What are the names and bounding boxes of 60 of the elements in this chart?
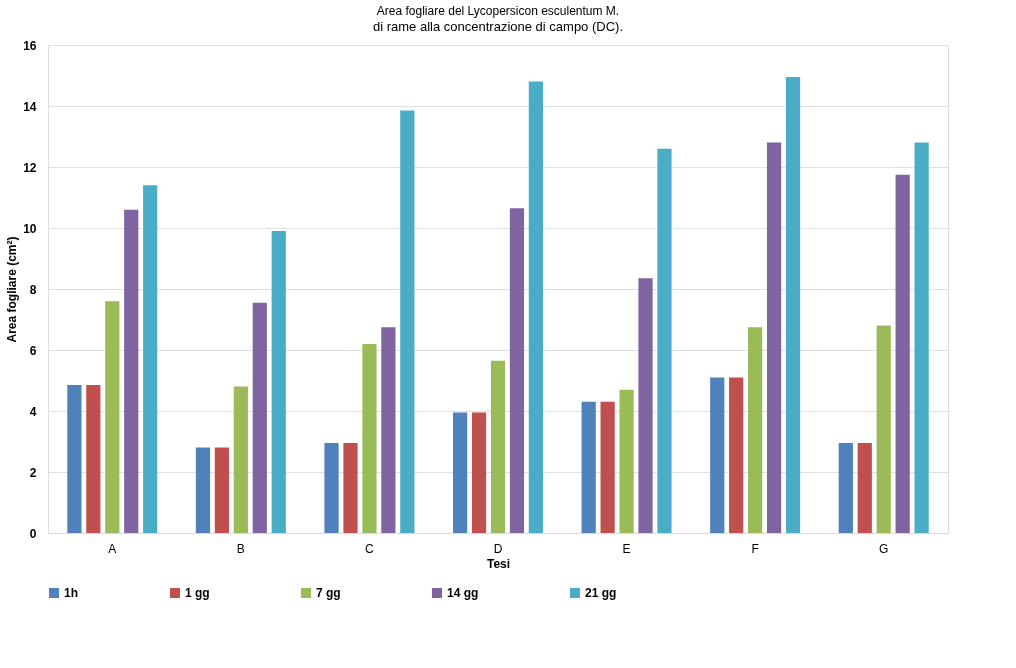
x-tick-label: B	[236, 541, 245, 556]
x-tick-label: E	[622, 541, 631, 556]
y-axis-title: Area fogliare (cm²)	[5, 236, 20, 343]
bar	[748, 327, 763, 533]
bar	[362, 343, 377, 533]
bar	[105, 301, 120, 533]
bar	[271, 231, 286, 533]
y-tick-label: 10	[23, 221, 37, 236]
bar	[381, 327, 396, 533]
x-tick-label: A	[108, 541, 117, 556]
text: di rame alla concentrazione di campo (DC).	[373, 19, 623, 34]
bar	[876, 325, 891, 533]
bar	[600, 401, 615, 533]
bar	[490, 360, 506, 533]
y-tick-label: 2	[29, 465, 37, 480]
x-axis-title: Tesi	[486, 556, 511, 571]
bar	[124, 209, 139, 533]
bar	[914, 142, 929, 533]
y-tick-label: 4	[29, 404, 37, 419]
y-tick-label: 14	[23, 99, 37, 114]
bar	[233, 386, 248, 533]
bar	[785, 77, 801, 533]
bar	[528, 81, 543, 533]
bar	[509, 208, 525, 533]
chart-title: Area fogliare del Lycopersicon esculentum M.	[376, 4, 620, 18]
bar	[838, 443, 853, 533]
bar	[619, 389, 634, 533]
bar	[400, 110, 415, 533]
bar	[143, 185, 158, 533]
legend-label: 1 gg	[185, 586, 210, 600]
y-tick-label: 6	[29, 343, 37, 358]
bar	[86, 385, 101, 533]
legend-label: 1h	[64, 586, 79, 600]
legend-label: 14 gg	[447, 586, 479, 600]
y-tick-label: 12	[23, 160, 37, 175]
bar	[710, 377, 725, 533]
y-tick-label: 16	[23, 38, 37, 53]
y-tick-label: 8	[29, 282, 37, 297]
bar	[581, 401, 596, 533]
legend-label: 21 gg	[585, 586, 617, 600]
bar	[214, 447, 230, 533]
bar	[895, 174, 910, 533]
bar	[195, 447, 211, 533]
bar	[67, 385, 82, 533]
bar	[857, 443, 872, 533]
x-tick-label: C	[365, 541, 375, 556]
bar	[657, 148, 672, 533]
y-tick-label: 0	[29, 526, 37, 541]
bar	[453, 412, 468, 533]
bar	[252, 302, 267, 533]
bar	[766, 142, 782, 533]
x-tick-label: D	[493, 541, 503, 556]
x-tick-label: G	[879, 541, 889, 556]
x-tick-label: F	[751, 541, 759, 556]
bar	[324, 443, 339, 533]
bar	[638, 278, 653, 533]
bar	[471, 412, 487, 533]
bar	[343, 443, 358, 533]
bar	[729, 377, 744, 533]
legend-label: 7 gg	[316, 586, 341, 600]
